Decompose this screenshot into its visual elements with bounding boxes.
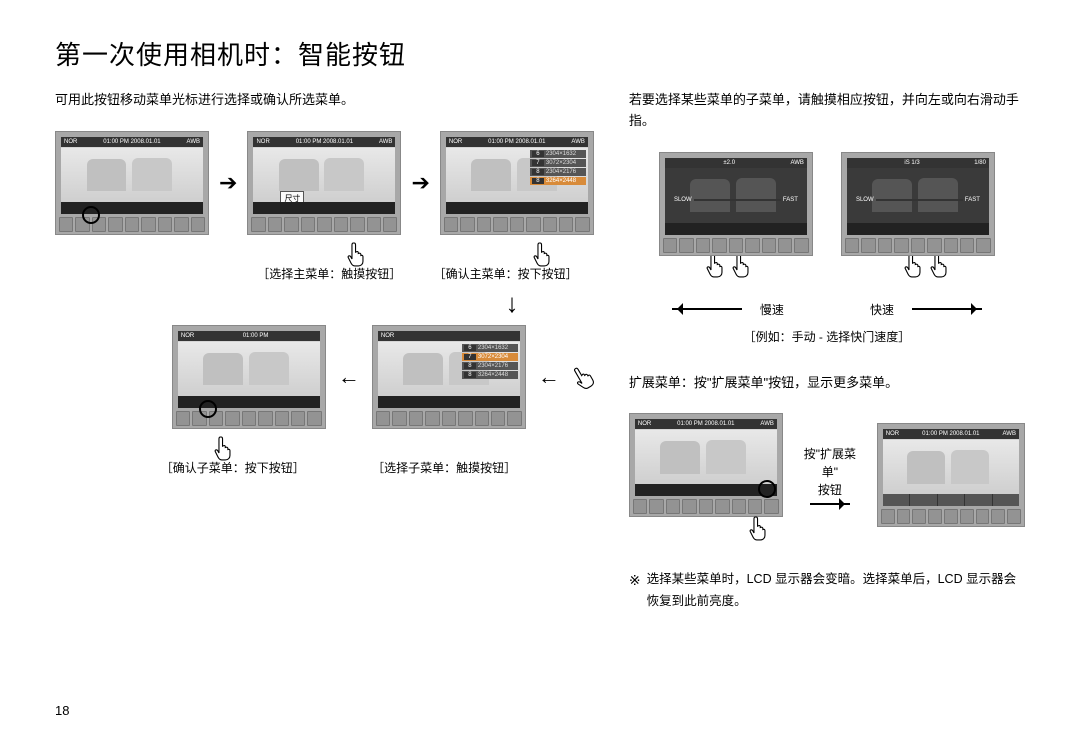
screens-row-1: NOR01:00 PM 2008.01.01AWB ➔ NOR01:00 PM …	[55, 131, 594, 235]
screen-thumb: NOR01:00 PM 2008.01.01AWB 尺寸	[247, 131, 401, 235]
screen-thumb: NOR01:00 PM	[172, 325, 326, 429]
page-title: 第一次使用相机时：智能按钮	[55, 35, 1025, 72]
caption: ［选择主菜单：触摸按钮］	[241, 265, 417, 282]
hand-icon	[212, 435, 234, 461]
arrow-right-icon	[912, 308, 982, 310]
fast-label: 快速	[870, 301, 894, 318]
screen-thumb: NOR 62304×1632 73072×2304 82304×2176 832…	[372, 325, 526, 429]
caption: ［选择子菜单：触摸按钮］	[338, 459, 549, 476]
hand-icon	[567, 360, 599, 394]
example-caption: ［例如：手动 - 选择快门速度］	[629, 328, 1025, 345]
note-text: 选择某些菜单时，LCD 显示器会变暗。选择菜单后，LCD 显示器会恢复到此前亮度…	[647, 569, 1025, 612]
left-intro: 可用此按钮移动菜单光标进行选择或确认所选菜单。	[55, 90, 594, 111]
page-number: 18	[55, 703, 69, 718]
press-label-2: 按钮	[797, 481, 863, 499]
arrow-left-icon	[672, 308, 742, 310]
hand-icon	[747, 515, 769, 541]
screens-row-2: NOR01:00 PM ← NOR 62304×1632 73072×2304 …	[87, 325, 594, 429]
resolution-menu: 62304×1632 73072×2304 82304×2176 83264×2…	[462, 344, 518, 380]
caption: ［确认子菜单：按下按钮］	[127, 459, 338, 476]
arrow-down-icon: ↓	[435, 288, 589, 319]
screen-thumb: iS 1/31/80 SLOWFAST F2.8	[841, 152, 995, 256]
reference-mark-icon: ※	[629, 569, 641, 612]
swipe-indicator: 慢速 快速	[629, 301, 1025, 318]
arrow-right-icon: ➔	[411, 170, 429, 196]
screen-thumb: NOR01:00 PM 2008.01.01AWB 62304×1632 730…	[440, 131, 594, 235]
expand-intro: 扩展菜单：按"扩展菜单"按钮，显示更多菜单。	[629, 373, 1025, 394]
resolution-menu: 62304×1632 73072×2304 82304×2176 83264×2…	[530, 150, 586, 186]
press-label-1: 按"扩展菜单"	[797, 445, 863, 481]
right-column: 若要选择某些菜单的子菜单，请触摸相应按钮，并向左或向右滑动手指。 ±2.0AWB…	[629, 90, 1025, 612]
slow-label: 慢速	[760, 301, 784, 318]
left-column: 可用此按钮移动菜单光标进行选择或确认所选菜单。 NOR01:00 PM 2008…	[55, 90, 594, 612]
screen-thumb: NOR01:00 PM 2008.01.01AWB	[55, 131, 209, 235]
expand-demo: NOR01:00 PM 2008.01.01AWB 按"扩展菜单" 按钮	[629, 413, 1025, 537]
arrow-right-icon: ➔	[219, 170, 237, 196]
arrow-left-icon: ←	[338, 364, 360, 390]
screen-thumb: NOR01:00 PM 2008.01.01AWB	[877, 423, 1025, 527]
hand-icon	[345, 241, 367, 267]
arrow-left-icon: ←	[538, 364, 560, 390]
hand-icon	[531, 241, 553, 267]
shutter-screens: ±2.0AWB SLOWFAST F2.8 iS 1/31/80 SLOWFAS…	[629, 152, 1025, 256]
screen-thumb: NOR01:00 PM 2008.01.01AWB	[629, 413, 783, 517]
caption: ［确认主菜单：按下按钮］	[417, 265, 593, 282]
screen-thumb: ±2.0AWB SLOWFAST F2.8	[659, 152, 813, 256]
right-intro: 若要选择某些菜单的子菜单，请触摸相应按钮，并向左或向右滑动手指。	[629, 90, 1025, 132]
footnote: ※ 选择某些菜单时，LCD 显示器会变暗。选择菜单后，LCD 显示器会恢复到此前…	[629, 569, 1025, 612]
